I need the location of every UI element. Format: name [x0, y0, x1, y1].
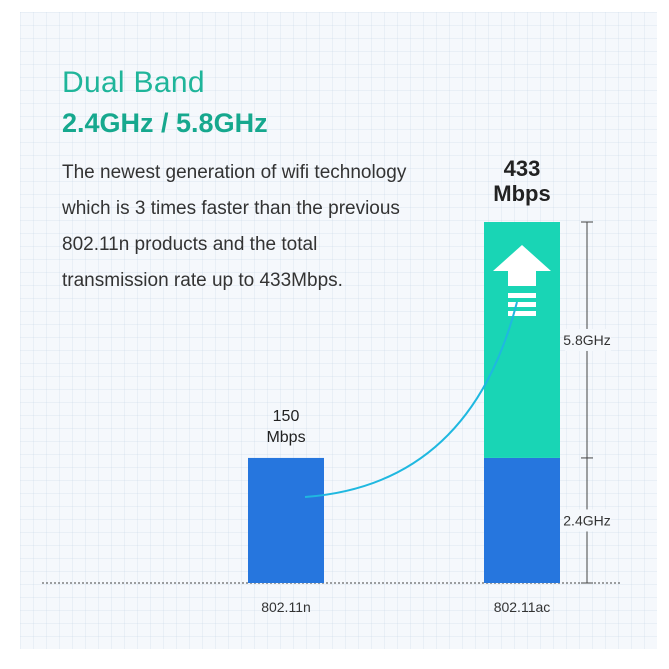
page-subtitle: 2.4GHz / 5.8GHz — [62, 108, 268, 138]
x-tick-label: 802.11n — [261, 599, 311, 615]
bar-80211n-24GHz — [248, 457, 324, 583]
arrow-stripe-icon — [508, 302, 536, 307]
data-label-unit: Mbps — [266, 429, 305, 446]
data-label-value: 150 — [273, 408, 300, 425]
bracket-label-bg — [565, 328, 611, 351]
arrow-stripe-icon — [508, 311, 536, 316]
description-line: transmission rate up to 433Mbps. — [62, 270, 343, 291]
page-title: Dual Band — [62, 66, 205, 99]
bracket-label-bg — [565, 509, 611, 532]
up-arrow-icon — [493, 245, 551, 286]
bar-80211ac-24GHz — [484, 457, 560, 583]
data-label-value: 433 — [504, 156, 541, 181]
arrow-stripe-icon — [508, 293, 536, 298]
legend-label: 5.8GHz — [563, 332, 610, 348]
data-label-unit: Mbps — [493, 181, 550, 206]
x-tick-label: 802.11ac — [494, 599, 551, 615]
description-line: The newest generation of wifi technology — [62, 162, 407, 183]
description-line: 802.11n products and the total — [62, 234, 318, 255]
growth-curve — [304, 301, 518, 498]
legend-label: 2.4GHz — [563, 512, 610, 528]
description-line: which is 3 times faster than the previou… — [62, 198, 400, 219]
description: The newest generation of wifi technology… — [62, 155, 462, 299]
